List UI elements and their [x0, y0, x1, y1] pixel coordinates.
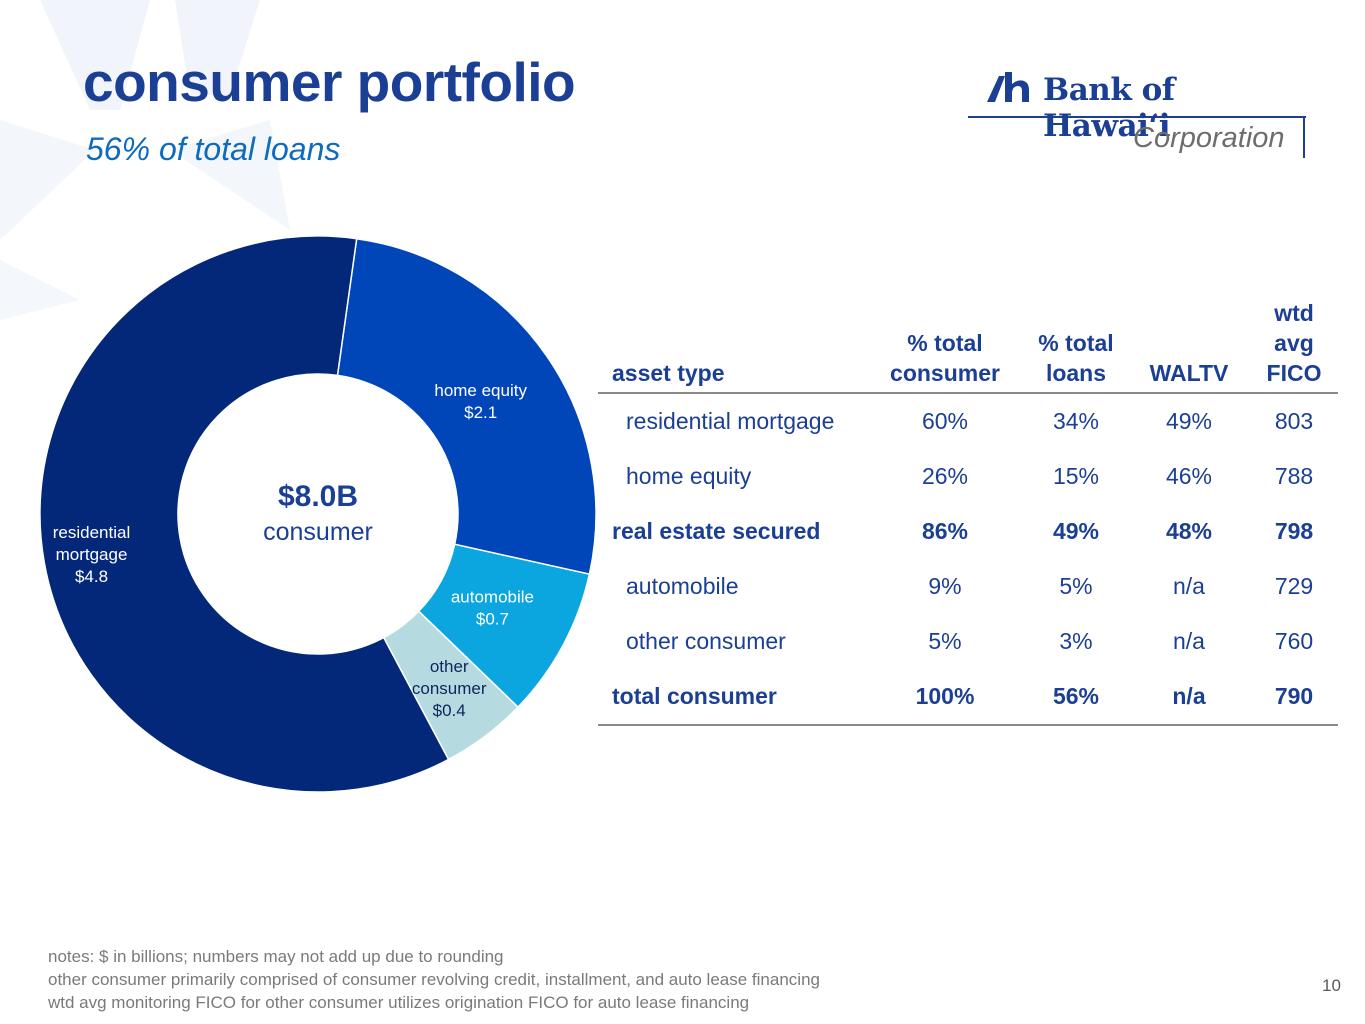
table-cell: 49%	[1165, 408, 1213, 434]
table-cell: 5%	[928, 628, 962, 654]
footnote-line: notes: $ in billions; numbers may not ad…	[48, 947, 504, 966]
table-cell: 100%	[866, 669, 1024, 726]
donut-label-name: residential	[53, 523, 131, 542]
page-subtitle: 56% of total loans	[86, 131, 341, 167]
column-header-line: WALTV	[1149, 360, 1229, 386]
table-cell-asset-type: automobile	[626, 573, 739, 599]
table-cell: n/a	[1128, 669, 1250, 726]
donut-slice-home-equity	[336, 237, 597, 576]
table-cell: 48%	[1165, 518, 1213, 544]
table-cell: 790	[1250, 669, 1338, 726]
table-cell-asset-type: real estate secured	[612, 518, 821, 544]
table-row: other consumer 5% 3% n/a 760	[598, 614, 1338, 669]
table-cell: 729	[1274, 573, 1314, 599]
column-header-line: wtd	[1274, 300, 1314, 326]
donut-center-label: consumer	[263, 518, 373, 546]
table-cell-asset-type: residential mortgage	[626, 408, 835, 434]
table-cell: 49%	[1052, 518, 1100, 544]
column-header-fico: wtd avg FICO	[1250, 298, 1338, 394]
donut-label-residential-mortgage: residential mortgage $4.8	[53, 523, 131, 586]
table-row: residential mortgage 60% 34% 49% 803	[598, 393, 1338, 449]
donut-label-other-consumer: other consumer $0.4	[412, 657, 487, 720]
table-cell-asset-type: total consumer	[598, 669, 866, 726]
bank-logo: Bank of Hawaiʻi Corporation	[965, 62, 1310, 162]
bank-logo-mark-icon	[987, 72, 1029, 102]
table-row: automobile 9% 5% n/a 729	[598, 559, 1338, 614]
column-header-line: % total	[907, 330, 983, 356]
table-row-total: total consumer 100% 56% n/a 790	[598, 669, 1338, 726]
donut-label-value: $2.1	[464, 403, 497, 422]
table-cell-asset-type: home equity	[626, 463, 752, 489]
table-row: home equity 26% 15% 46% 788	[598, 449, 1338, 504]
donut-label-name: home equity	[434, 381, 527, 400]
table-cell: 803	[1274, 408, 1314, 434]
column-header-asset-type: asset type	[598, 298, 866, 394]
table-cell: 46%	[1165, 463, 1213, 489]
donut-center-value: $8.0B	[278, 480, 358, 513]
donut-label-value: $4.8	[75, 567, 108, 586]
footnote-line: other consumer primarily comprised of co…	[48, 970, 820, 989]
table-cell-asset-type: other consumer	[626, 628, 786, 654]
donut-labels: home equity $2.1 automobile $0.7 other consum…	[53, 381, 534, 720]
column-header-line: FICO	[1266, 360, 1322, 386]
donut-label-name: other	[430, 657, 469, 676]
consumer-donut-chart: home equity $2.1 automobile $0.7 other consum…	[39, 235, 597, 793]
donut-label-automobile: automobile $0.7	[451, 588, 534, 629]
donut-label-value: $0.7	[476, 610, 509, 629]
column-header-line: avg	[1274, 330, 1314, 356]
donut-label-value: $0.4	[433, 701, 466, 720]
logo-rule-vertical	[1303, 116, 1305, 158]
donut-slices	[39, 235, 597, 793]
footnote-line: wtd avg monitoring FICO for other consum…	[48, 993, 750, 1012]
donut-slice-residential-mortgage	[39, 235, 450, 793]
table-cell: 760	[1274, 628, 1314, 654]
table-cell: 3%	[1059, 628, 1093, 654]
column-header-pct-consumer: % total consumer	[866, 298, 1024, 394]
table-cell: 26%	[921, 463, 969, 489]
donut-label-name: automobile	[451, 588, 534, 607]
column-header-line: consumer	[890, 360, 1000, 386]
table-cell: 60%	[921, 408, 969, 434]
table-cell: 798	[1274, 518, 1314, 544]
table-cell: n/a	[1173, 628, 1205, 654]
column-header-pct-loans: % total loans	[1024, 298, 1128, 394]
table-row-subtotal: real estate secured 86% 49% 48% 798	[598, 504, 1338, 559]
bank-logo-sub: Corporation	[1133, 122, 1285, 154]
column-header-waltv: WALTV	[1128, 298, 1250, 394]
table-header-row: asset type % total consumer % total loan…	[598, 298, 1338, 394]
donut-label-home-equity: home equity $2.1	[434, 381, 527, 422]
donut-label-name: consumer	[412, 679, 487, 698]
table-cell: n/a	[1173, 573, 1205, 599]
table-cell: 5%	[1059, 573, 1093, 599]
column-header-line: loans	[1045, 360, 1107, 386]
background-pattern	[0, 0, 290, 320]
table-cell: 788	[1274, 463, 1314, 489]
donut-label-name: mortgage	[56, 545, 128, 564]
page-number: 10	[1322, 976, 1341, 995]
bank-logo-name: Bank of Hawaiʻi	[1043, 72, 1175, 144]
table-cell: 15%	[1052, 463, 1100, 489]
table-cell: 56%	[1024, 669, 1128, 726]
column-header-line: % total	[1038, 330, 1114, 356]
footnotes: notes: $ in billions; numbers may not ad…	[48, 945, 820, 1014]
table-cell: 34%	[1052, 408, 1100, 434]
consumer-portfolio-table: asset type % total consumer % total loan…	[598, 298, 1338, 726]
column-header-line: asset type	[612, 360, 725, 386]
page-title: consumer portfolio	[83, 51, 576, 113]
table-cell: 86%	[921, 518, 969, 544]
table-cell: 9%	[928, 573, 962, 599]
logo-rule	[968, 116, 1306, 118]
